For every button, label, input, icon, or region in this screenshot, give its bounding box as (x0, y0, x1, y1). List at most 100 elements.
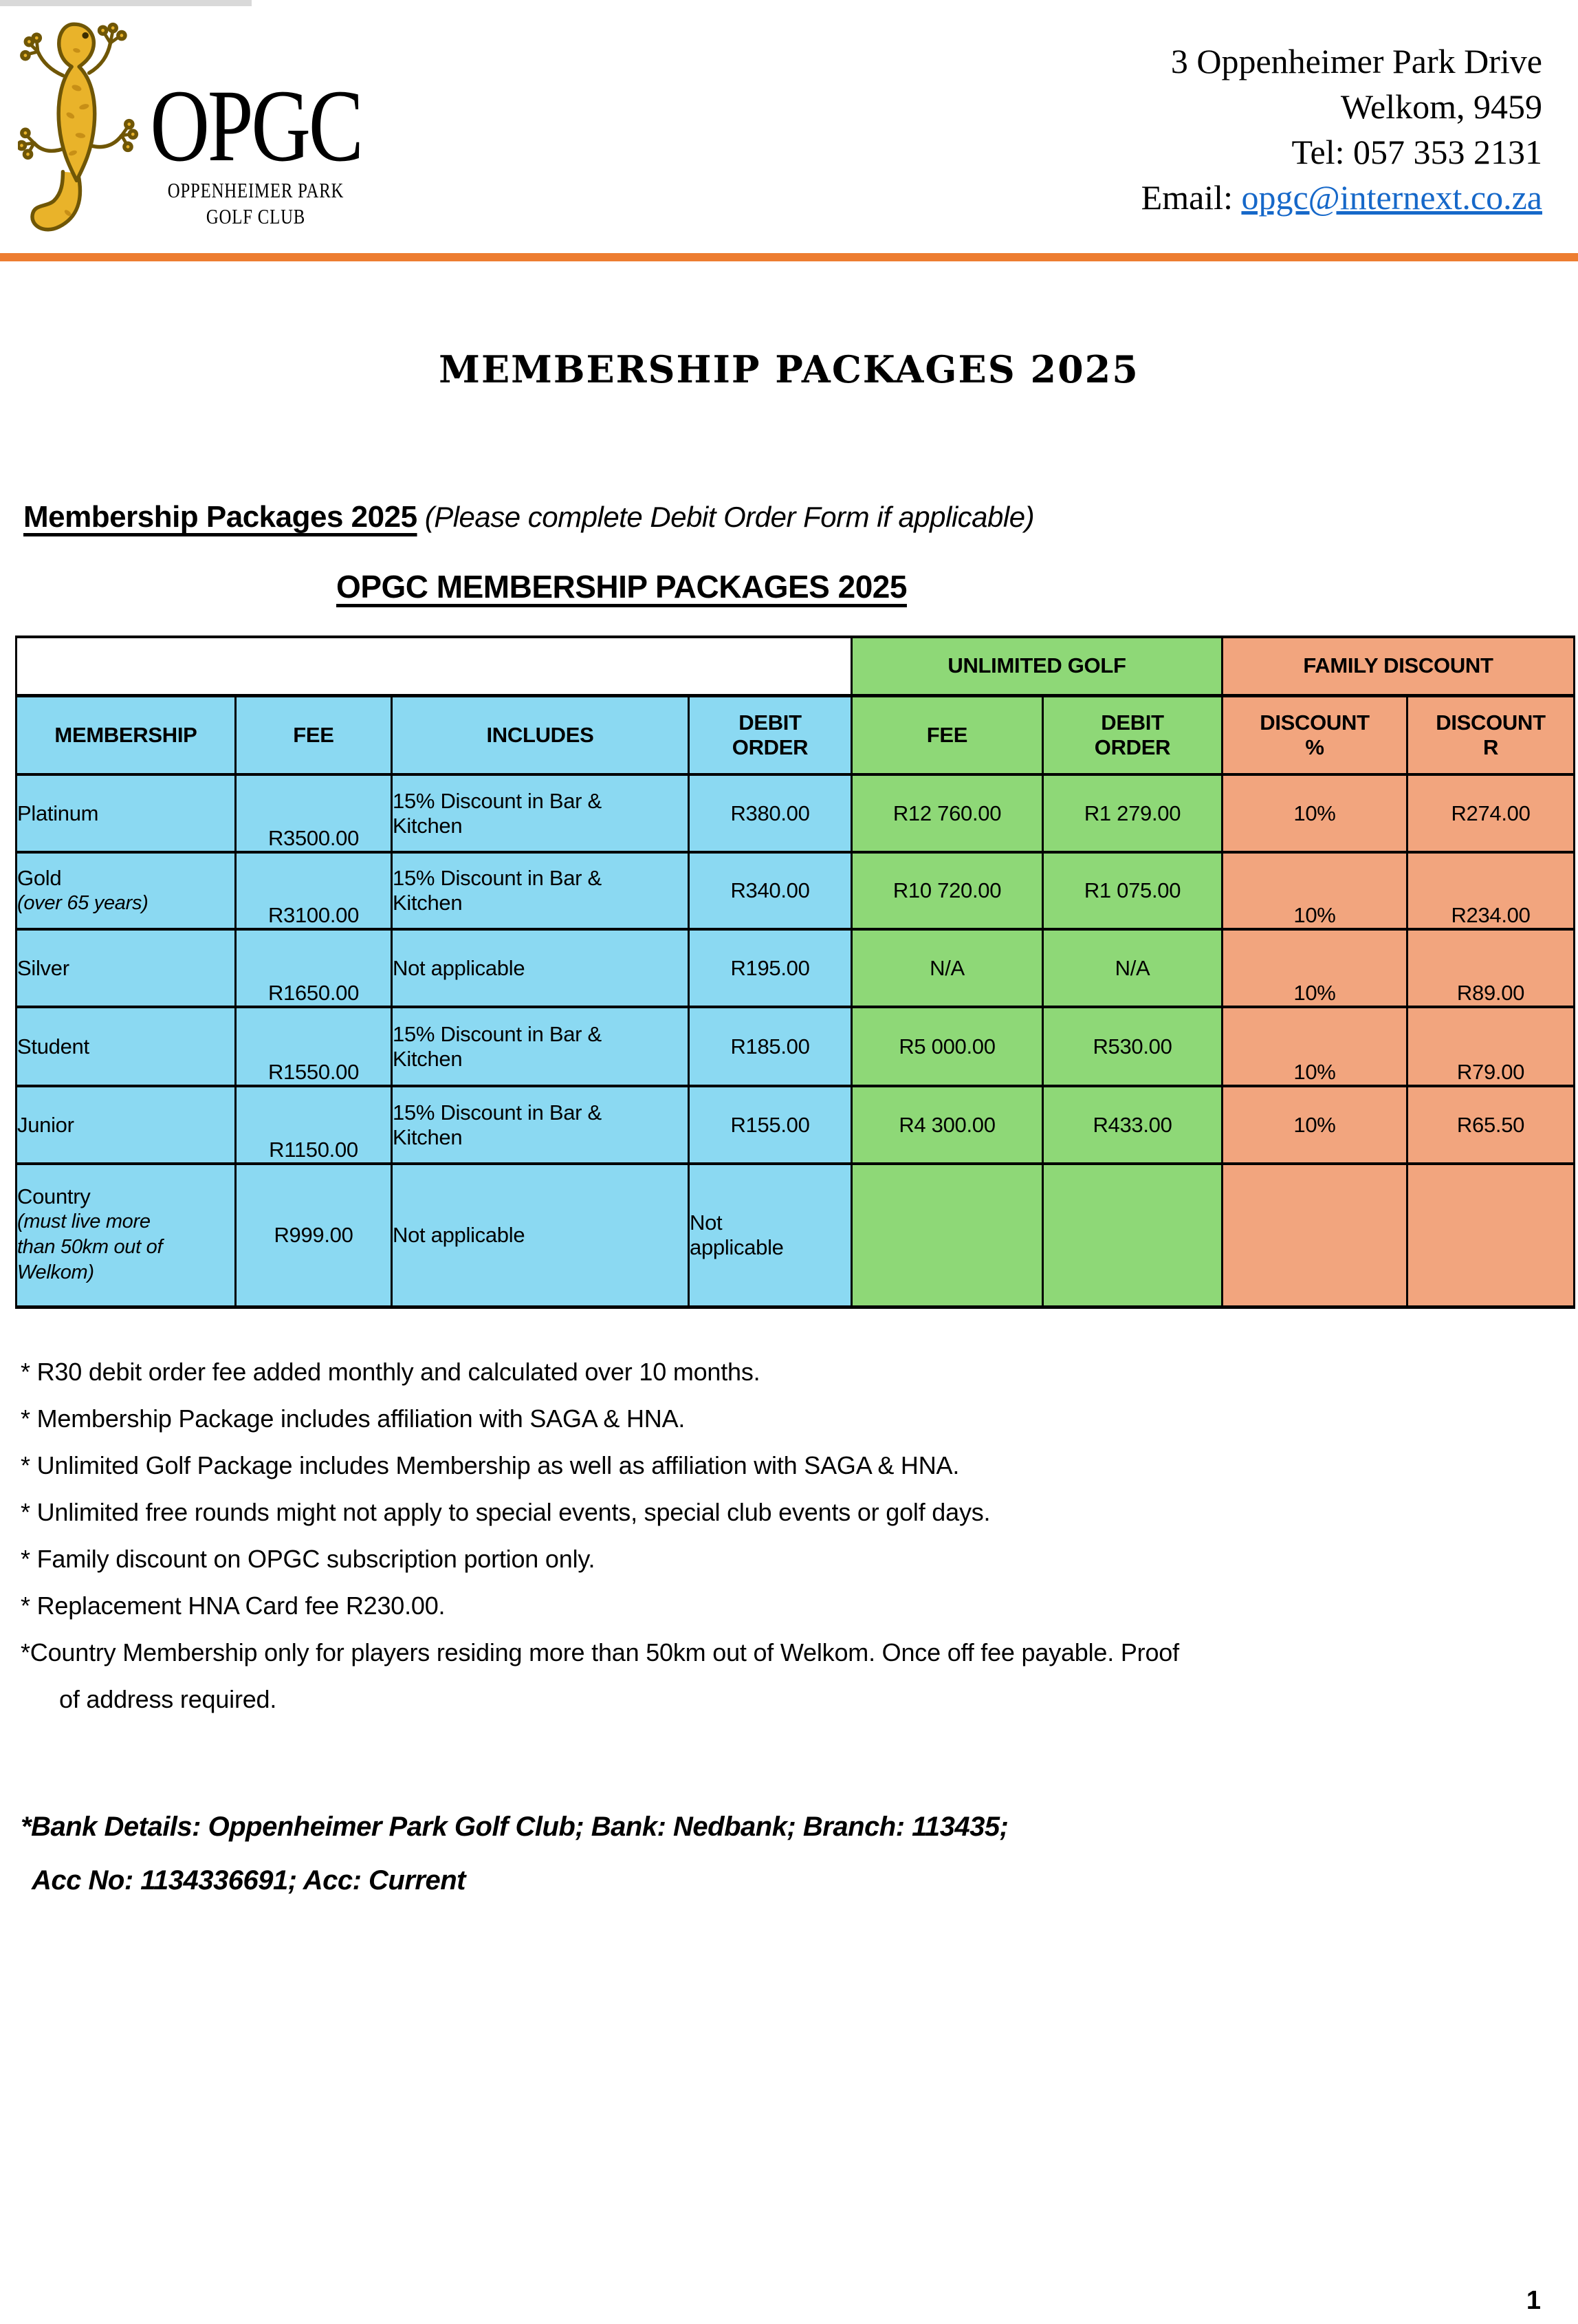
cell-discount-r: R274.00 (1405, 773, 1576, 854)
unlimited-golf-group-header: UNLIMITED GOLF (851, 636, 1223, 697)
table-row-silver: Silver R1650.00 Not applicable R195.00 N… (15, 928, 1576, 1008)
cell-fee: R999.00 (234, 1162, 393, 1309)
cell-debit-order: R340.00 (688, 851, 853, 931)
footnote-line: * R30 debit order fee added monthly and … (21, 1357, 760, 1386)
page-number: 1 (1526, 2286, 1541, 2315)
intro-note: (Please complete Debit Order Form if app… (417, 501, 1035, 533)
footnote-line: * Replacement HNA Card fee R230.00. (21, 1591, 446, 1620)
footnote-line: * Unlimited free rounds might not apply … (21, 1497, 991, 1526)
band-spacer (15, 636, 853, 697)
table-row-student: Student R1550.00 15% Discount in Bar & K… (15, 1006, 1576, 1087)
cell-ug-debit-order: R1 279.00 (1042, 773, 1223, 854)
col-header-discount-r: DISCOUNT R (1405, 693, 1576, 776)
contact-email-line: Email: opgc@internext.co.za (1141, 175, 1542, 220)
divider-bar (0, 253, 1578, 261)
cell-discount-r (1405, 1162, 1576, 1309)
cell-debit-order: R185.00 (688, 1006, 853, 1087)
cell-membership: Student (15, 1006, 237, 1087)
family-discount-group-header: FAMILY DISCOUNT (1220, 636, 1576, 697)
email-label: Email: (1141, 178, 1242, 217)
cell-membership: Gold (over 65 years) (15, 851, 237, 931)
cell-membership: Silver (15, 928, 237, 1008)
cell-discount-pct: 10% (1221, 851, 1408, 931)
club-logo-text: OPGC OPPENHEIMER PARK GOLF CLUB (146, 11, 366, 253)
cell-ug-debit-order: R530.00 (1042, 1006, 1223, 1087)
cell-ug-debit-order: R433.00 (1042, 1085, 1223, 1165)
scan-artifact-strip (0, 0, 252, 6)
cell-membership: Country (must live more than 50km out of … (15, 1162, 237, 1309)
cell-membership: Junior (15, 1085, 237, 1165)
table-row-platinum: Platinum R3500.00 15% Discount in Bar & … (15, 773, 1576, 854)
email-link[interactable]: opgc@internext.co.za (1241, 178, 1542, 217)
club-logo: OPGC OPPENHEIMER PARK GOLF CLUB (0, 0, 421, 253)
logo-club-name-line1: OPPENHEIMER PARK (167, 178, 344, 202)
footnote-line: * Unlimited Golf Package includes Member… (21, 1451, 960, 1479)
cell-includes: 15% Discount in Bar & Kitchen (391, 1006, 690, 1087)
cell-ug-debit-order: N/A (1042, 928, 1223, 1008)
group-header-row: UNLIMITED GOLF FAMILY DISCOUNT (15, 636, 1576, 697)
col-header-ug-debit-order: DEBIT ORDER (1042, 693, 1223, 776)
logo-club-name-line2: GOLF CLUB (206, 204, 306, 228)
bank-details-line2: Acc No: 1134336691; Acc: Current (32, 1865, 465, 1896)
cell-fee: R1150.00 (234, 1085, 393, 1165)
bank-details-line1: *Bank Details: Oppenheimer Park Golf Clu… (21, 1811, 1009, 1842)
col-header-membership: MEMBERSHIP (15, 693, 237, 776)
membership-table: UNLIMITED GOLF FAMILY DISCOUNT MEMBERSHI… (15, 636, 1576, 1309)
cell-debit-order: R195.00 (688, 928, 853, 1008)
footnote-line: * Family discount on OPGC subscription p… (21, 1544, 595, 1573)
footnotes: * R30 debit order fee added monthly and … (21, 1358, 1578, 1713)
intro-heading: Membership Packages 2025 (23, 500, 417, 534)
col-header-discount-pct: DISCOUNT % (1221, 693, 1408, 776)
table-heading: OPGC MEMBERSHIP PACKAGES 2025 (336, 569, 907, 605)
cell-includes: Not applicable (391, 928, 690, 1008)
cell-fee: R3100.00 (234, 851, 393, 931)
col-header-ug-fee: FEE (851, 693, 1044, 776)
cell-includes: 15% Discount in Bar & Kitchen (391, 851, 690, 931)
footnote-line: *Country Membership only for players res… (21, 1638, 1179, 1666)
col-header-debit-order: DEBIT ORDER (688, 693, 853, 776)
intro-line: Membership Packages 2025 (Please complet… (23, 499, 1578, 535)
table-row-gold: Gold (over 65 years) R3100.00 15% Discoun… (15, 851, 1576, 931)
cell-discount-r: R234.00 (1405, 851, 1576, 931)
membership-note: (over 65 years) (17, 891, 149, 914)
cell-ug-fee: R12 760.00 (851, 773, 1044, 854)
bank-details: *Bank Details: Oppenheimer Park Golf Clu… (21, 1810, 1578, 1898)
cell-discount-pct: 10% (1221, 1006, 1408, 1087)
page-title: MEMBERSHIP PACKAGES 2025 (439, 347, 1139, 391)
cell-discount-pct: 10% (1221, 773, 1408, 854)
column-header-row: MEMBERSHIP FEE INCLUDES DEBIT ORDER FEE … (15, 693, 1576, 776)
cell-ug-debit-order (1042, 1162, 1223, 1309)
cell-fee: R3500.00 (234, 773, 393, 854)
cell-membership: Platinum (15, 773, 237, 854)
contact-address-line1: 3 Oppenheimer Park Drive (1170, 42, 1542, 80)
footnote-line: of address required. (59, 1684, 277, 1713)
cell-discount-r: R79.00 (1405, 1006, 1576, 1087)
contact-info: 3 Oppenheimer Park Drive Welkom, 9459 Te… (1141, 0, 1578, 253)
table-row-country: Country (must live more than 50km out of … (15, 1162, 1576, 1309)
cell-discount-pct (1221, 1162, 1408, 1309)
cell-debit-order: Not applicable (688, 1162, 853, 1309)
cell-discount-pct: 10% (1221, 928, 1408, 1008)
cell-includes: 15% Discount in Bar & Kitchen (391, 1085, 690, 1165)
cell-debit-order: R380.00 (688, 773, 853, 854)
col-header-fee: FEE (234, 693, 393, 776)
cell-ug-fee: R10 720.00 (851, 851, 1044, 931)
footnote-line: * Membership Package includes affiliatio… (21, 1404, 686, 1433)
cell-ug-debit-order: R1 075.00 (1042, 851, 1223, 931)
membership-note: (must live more than 50km out of Welkom) (17, 1210, 163, 1284)
cell-discount-r: R89.00 (1405, 928, 1576, 1008)
table-row-junior: Junior R1150.00 15% Discount in Bar & Ki… (15, 1085, 1576, 1165)
gecko-icon (18, 22, 139, 232)
cell-ug-fee: R5 000.00 (851, 1006, 1044, 1087)
cell-ug-fee (851, 1162, 1044, 1309)
contact-address-line2: Welkom, 9459 (1340, 87, 1542, 126)
contact-tel: Tel: 057 353 2131 (1291, 133, 1542, 171)
cell-debit-order: R155.00 (688, 1085, 853, 1165)
letterhead: OPGC OPPENHEIMER PARK GOLF CLUB 3 Oppenh… (0, 0, 1578, 253)
cell-includes: Not applicable (391, 1162, 690, 1309)
cell-includes: 15% Discount in Bar & Kitchen (391, 773, 690, 854)
logo-acronym: OPGC (150, 69, 364, 183)
col-header-includes: INCLUDES (391, 693, 690, 776)
cell-discount-pct: 10% (1221, 1085, 1408, 1165)
